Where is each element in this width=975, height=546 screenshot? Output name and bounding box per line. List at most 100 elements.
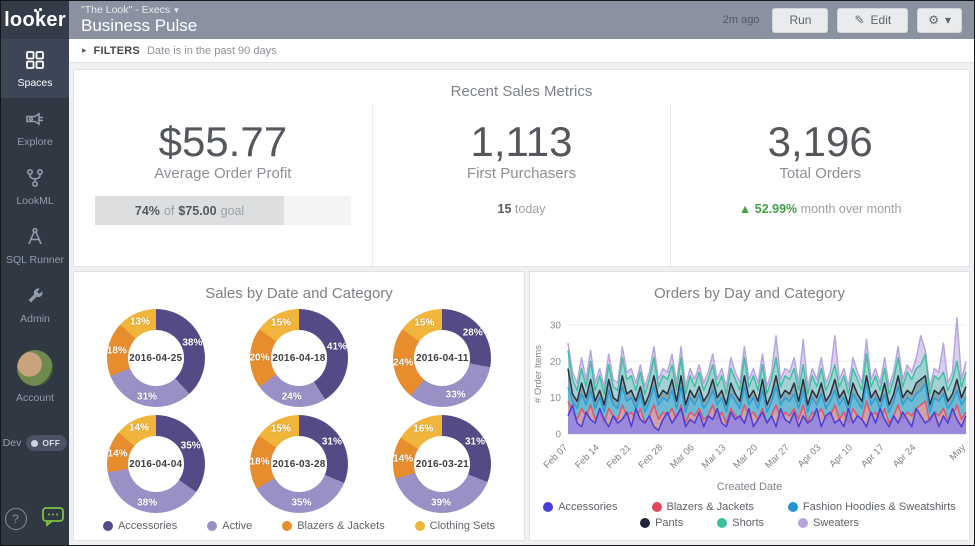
svg-text:Feb 07: Feb 07 [541, 442, 570, 471]
donut-chart-2016-04-04[interactable]: 2016-04-04 35% 38% 14% 14% [106, 415, 205, 513]
svg-text:# Order Items: # Order Items [533, 345, 544, 403]
chat-button[interactable] [40, 504, 66, 533]
today-count: 15 [497, 202, 512, 217]
orders-area-chart[interactable]: 0 10 20 30 # Order Items Feb 07 Feb 14 Feb 21 Fe… [532, 308, 970, 478]
legend-label: Pants [655, 517, 684, 529]
user-avatar[interactable] [17, 350, 53, 386]
goal-of: of [163, 203, 175, 218]
legend-dot-icon [282, 521, 293, 531]
delta-value: ▲ 52.99% [739, 202, 797, 216]
legend-item-clothing-sets[interactable]: Clothing Sets [414, 520, 495, 532]
donut-slice-label: 31% [321, 436, 342, 448]
goal-percent: 74% [134, 203, 160, 218]
sidebar-item-label: Admin [20, 313, 50, 325]
sidebar-bottom: ? [4, 504, 66, 533]
legend-item-shorts[interactable]: Shorts [717, 517, 764, 529]
area-chart-wrap: 0 10 20 30 # Order Items Feb 07 Feb 14 Feb 21 Fe… [530, 306, 969, 483]
donut-slice-label: 15% [414, 317, 435, 329]
svg-text:May: May [948, 442, 969, 463]
legend-dot-icon [798, 518, 809, 528]
legend-dot-icon [207, 521, 218, 531]
metric-avg-order-profit: $55.77 Average Order Profit 74% of $75.0… [74, 104, 372, 266]
donut-slice-label: 14% [107, 448, 128, 460]
legend-dot-icon [651, 502, 662, 512]
legend-item-pants[interactable]: Pants [640, 517, 683, 529]
legend-label: Fashion Hoodies & Sweatshirts [802, 501, 956, 513]
donut-hole: 2016-04-04 [127, 436, 184, 492]
breadcrumb-label: "The Look" - Execs [81, 4, 171, 16]
svg-text:Feb 14: Feb 14 [573, 442, 602, 471]
donut-center-date: 2016-04-18 [272, 352, 326, 364]
legend-label: Active [222, 520, 253, 532]
sidebar-item-label: Explore [17, 136, 53, 148]
filters-value: Date is in the past 90 days [146, 44, 277, 57]
legend-item-blazers-jackets[interactable]: Blazers & Jackets [651, 501, 754, 513]
sidebar-item-admin[interactable]: Admin [1, 275, 69, 334]
donut-chart-2016-04-25[interactable]: 2016-04-25 38% 31% 18% 13% [106, 309, 205, 407]
sidebar-item-label: LookML [16, 195, 54, 207]
donut-slice-label: 38% [137, 497, 158, 509]
legend-item-accessories[interactable]: Accessories [543, 501, 618, 513]
donut-chart-2016-03-28[interactable]: 2016-03-28 31% 35% 18% 15% [250, 415, 348, 513]
legend-dot-icon [102, 521, 113, 531]
legend-label: Blazers & Jackets [297, 520, 385, 532]
donut-center-date: 2016-04-04 [129, 458, 183, 470]
svg-text:Apr 24: Apr 24 [891, 442, 919, 470]
legend-dot-icon [640, 518, 651, 528]
donut-chart-2016-04-18[interactable]: 2016-04-18 41% 24% 20% 15% [249, 309, 348, 407]
donut-slice-label: 28% [462, 327, 483, 339]
donut-chart-2016-03-21[interactable]: 2016-03-21 31% 39% 14% 16% [393, 415, 492, 513]
breadcrumb[interactable]: "The Look" - Execs ▾ [81, 4, 711, 16]
donut-slice-label: 31% [464, 436, 485, 448]
help-button[interactable]: ? [4, 507, 27, 530]
svg-text:Mar 06: Mar 06 [668, 442, 697, 471]
donut-slice-label: 20% [249, 352, 270, 364]
legend-item-fashion-hoodies-sweatshirts[interactable]: Fashion Hoodies & Sweatshirts [787, 501, 956, 513]
spaces-grid-icon [26, 51, 44, 69]
sidebar-item-spaces[interactable]: Spaces [1, 39, 69, 98]
donut-slice-label: 39% [431, 497, 452, 509]
donut-slice-label: 33% [445, 389, 466, 401]
sidebar-item-lookml[interactable]: LookML [1, 157, 69, 216]
legend-item-blazers-jackets[interactable]: Blazers & Jackets [282, 520, 385, 532]
dev-label: Dev [2, 437, 22, 449]
svg-text:Mar 13: Mar 13 [700, 442, 729, 471]
metric-label: Average Order Profit [154, 165, 292, 183]
sidebar-item-label: SQL Runner [6, 254, 64, 266]
legend-item-active[interactable]: Active [207, 520, 252, 532]
svg-text:20: 20 [550, 357, 562, 368]
bottom-row: Sales by Date and Category 2016-04-25 38%… [73, 271, 970, 541]
donut-slice-label: 14% [128, 422, 149, 434]
donut-chart-2016-04-11[interactable]: 2016-04-11 28% 33% 24% 15% [393, 309, 492, 407]
sidebar-item-explore[interactable]: Explore [1, 98, 69, 157]
goal-progress-fill: 74% of $75.00 goal [94, 196, 285, 226]
edit-button[interactable]: ✎ Edit [837, 7, 909, 33]
sidebar-item-label: Account [16, 392, 54, 404]
sidebar-item-account[interactable]: Account [1, 340, 69, 413]
dev-toggle[interactable]: OFF [26, 435, 68, 451]
metric-value: $55.77 [158, 118, 288, 165]
run-button[interactable]: Run [772, 7, 829, 33]
svg-text:Feb 28: Feb 28 [636, 442, 665, 471]
sidebar: Spaces Explore LookML SQL Runner Ad [1, 39, 69, 545]
wrench-icon [28, 288, 43, 303]
legend-label: Blazers & Jackets [666, 501, 754, 513]
donut-slice-label: 18% [249, 456, 270, 468]
donut-slice-label: 35% [291, 497, 312, 509]
legend-item-accessories[interactable]: Accessories [102, 520, 177, 532]
looker-logo[interactable]: looker [1, 1, 69, 39]
svg-text:Apr 03: Apr 03 [796, 442, 824, 470]
donut-hole: 2016-04-18 [271, 330, 327, 386]
donut-center-date: 2016-03-28 [272, 458, 326, 470]
goal-target: $75.00 [178, 203, 217, 218]
legend-item-sweaters[interactable]: Sweaters [798, 517, 859, 529]
metrics-section-title: Recent Sales Metrics [450, 83, 593, 100]
sidebar-item-label: Spaces [17, 77, 53, 89]
legend-label: Shorts [732, 517, 765, 529]
settings-button[interactable]: ⚙ ▾ [917, 7, 962, 33]
filters-bar[interactable]: ▸ FILTERS Date is in the past 90 days [69, 39, 974, 63]
header-actions: 2m ago Run ✎ Edit ⚙ ▾ [723, 1, 974, 39]
svg-text:Mar 20: Mar 20 [731, 442, 760, 471]
metric-first-purchasers: 1,113 First Purchasers 15 today [371, 104, 671, 266]
sidebar-item-sql-runner[interactable]: SQL Runner [1, 216, 69, 275]
